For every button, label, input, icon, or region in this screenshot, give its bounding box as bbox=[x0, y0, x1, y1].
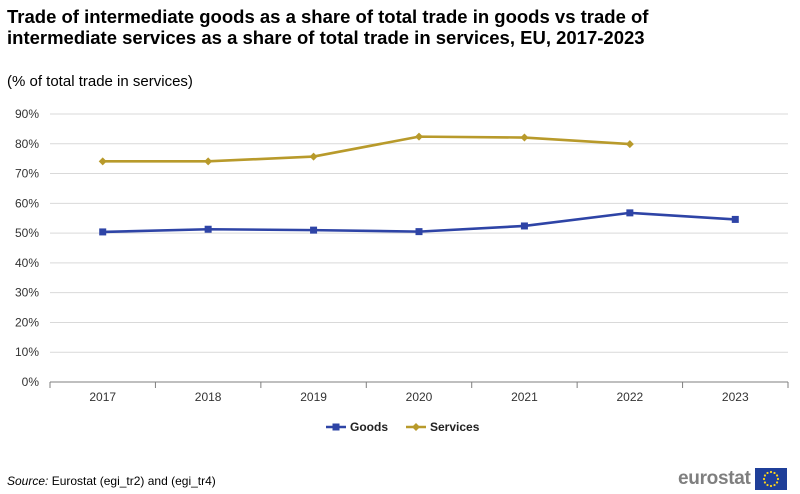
services-line bbox=[102, 135, 630, 163]
legend-label: Services bbox=[430, 420, 480, 434]
series-lines bbox=[98, 132, 739, 236]
services-point bbox=[98, 157, 107, 166]
goods-point bbox=[310, 226, 318, 234]
y-tick-label: 60% bbox=[15, 196, 39, 210]
series-services bbox=[98, 132, 634, 166]
y-tick-label: 40% bbox=[15, 256, 39, 270]
flag-star bbox=[763, 481, 766, 484]
goods-point bbox=[332, 423, 340, 431]
x-tick-label: 2019 bbox=[300, 390, 327, 404]
y-tick-label: 10% bbox=[15, 345, 39, 359]
y-tick-label: 20% bbox=[15, 315, 39, 329]
goods-point bbox=[626, 209, 634, 217]
flag-star bbox=[765, 471, 769, 475]
flag-star bbox=[775, 474, 778, 477]
y-axis-ticks: 0% 10% 20% 30% 40% 50% 60% 70% 80% 90% bbox=[15, 107, 39, 389]
eu-flag-icon bbox=[754, 468, 787, 490]
flag-star bbox=[776, 477, 779, 481]
flag-star bbox=[769, 484, 772, 488]
source-note: Source: Eurostat (egi_tr2) and (egi_tr4) bbox=[7, 474, 216, 488]
x-tick-label: 2017 bbox=[89, 390, 116, 404]
y-tick-label: 80% bbox=[15, 137, 39, 151]
x-tick-label: 2018 bbox=[195, 390, 222, 404]
goods-point bbox=[520, 222, 528, 230]
services-point bbox=[520, 133, 529, 142]
x-tick-label: 2020 bbox=[406, 390, 433, 404]
goods-point bbox=[415, 228, 423, 236]
legend-item-services: Services bbox=[406, 420, 480, 434]
logo-text: eurostat bbox=[678, 468, 751, 489]
flag-star bbox=[763, 474, 766, 477]
y-tick-label: 90% bbox=[15, 107, 39, 121]
services-point bbox=[415, 132, 423, 141]
services-point bbox=[625, 140, 634, 149]
x-tick-label: 2023 bbox=[722, 390, 749, 404]
flag-star bbox=[765, 483, 769, 487]
grid-lines bbox=[50, 113, 788, 353]
series-goods bbox=[99, 209, 739, 236]
y-tick-label: 70% bbox=[15, 167, 39, 181]
source-label: Source: bbox=[7, 474, 49, 488]
x-axis: 2017 2018 2019 2020 2021 2022 2023 bbox=[49, 381, 789, 404]
flag-star bbox=[772, 471, 776, 475]
source-text: Eurostat (egi_tr2) and (egi_tr4) bbox=[51, 474, 216, 488]
eurostat-logo: eurostat bbox=[678, 468, 787, 490]
services-point bbox=[309, 152, 318, 161]
services-point bbox=[412, 423, 420, 431]
flag-star bbox=[775, 481, 778, 484]
x-tick-label: 2022 bbox=[617, 390, 644, 404]
y-tick-label: 0% bbox=[22, 375, 40, 389]
x-tick-label: 2021 bbox=[511, 390, 538, 404]
chart-subtitle: (% of total trade in services) bbox=[7, 73, 193, 90]
flag-star bbox=[762, 477, 765, 481]
services-point bbox=[204, 157, 213, 166]
legend-label: Goods bbox=[350, 420, 388, 434]
chart-title: Trade of intermediate goods as a share o… bbox=[7, 6, 649, 48]
legend: Goods Services bbox=[326, 420, 480, 434]
goods-point bbox=[731, 215, 739, 223]
flag-star bbox=[772, 483, 776, 487]
goods-point bbox=[99, 228, 107, 236]
y-tick-label: 50% bbox=[15, 226, 39, 240]
y-tick-label: 30% bbox=[15, 286, 39, 300]
goods-point bbox=[204, 225, 212, 233]
flag-star bbox=[769, 470, 772, 474]
legend-item-goods: Goods bbox=[326, 420, 388, 434]
